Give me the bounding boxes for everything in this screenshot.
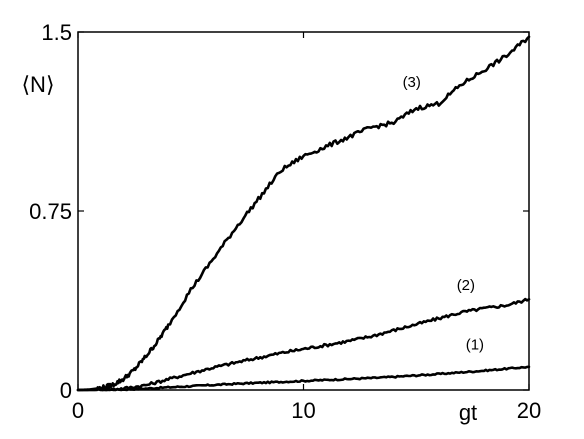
x-axis: 0 10 20 xyxy=(72,32,541,423)
y-axis: 0 0.75 1.5 xyxy=(29,20,529,403)
series-line-1 xyxy=(76,365,531,392)
y-tick-label: 0.75 xyxy=(29,199,72,224)
x-tick-label: 10 xyxy=(291,398,315,423)
x-tick-label: 20 xyxy=(517,398,541,423)
series-line-2 xyxy=(76,297,531,392)
series-line-3 xyxy=(76,35,531,392)
series-group xyxy=(76,35,531,392)
x-axis-label: gt xyxy=(459,400,477,425)
y-tick-label: 0 xyxy=(60,378,72,403)
y-axis-label: ⟨N⟩ xyxy=(21,72,54,97)
curve-labels: (1) (2) (3) xyxy=(403,74,484,354)
y-tick-label: 1.5 xyxy=(41,20,72,45)
curve-label-2: (2) xyxy=(457,277,475,294)
curve-label-1: (1) xyxy=(466,336,484,353)
curve-label-3: (3) xyxy=(403,74,421,91)
x-tick-label: 0 xyxy=(72,398,84,423)
